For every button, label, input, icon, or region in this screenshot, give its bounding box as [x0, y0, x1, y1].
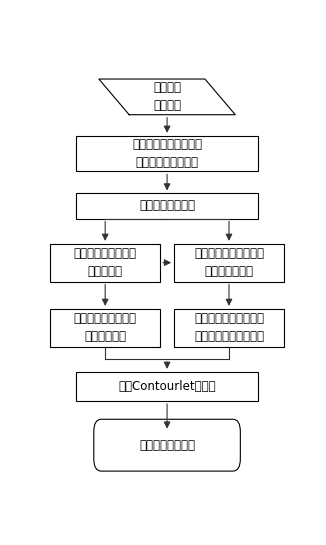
Bar: [174, 244, 284, 282]
Text: 进行拉普拉斯变换: 进行拉普拉斯变换: [139, 199, 195, 213]
Bar: [76, 136, 258, 171]
Polygon shape: [99, 79, 235, 114]
Text: 地震属性融合结果: 地震属性融合结果: [139, 439, 195, 452]
FancyBboxPatch shape: [94, 419, 240, 471]
Text: 读入地震
属性数据: 读入地震 属性数据: [153, 81, 181, 112]
Bar: [76, 372, 258, 401]
Text: 对各种属性数据进行坏
值剔除及归一化处理: 对各种属性数据进行坏 值剔除及归一化处理: [132, 138, 202, 169]
Bar: [174, 309, 284, 347]
Bar: [50, 309, 160, 347]
Text: 进行Contourlet反变换: 进行Contourlet反变换: [118, 380, 216, 393]
Bar: [76, 193, 258, 219]
Text: 最高层低频分量进行
系数平均融合: 最高层低频分量进行 系数平均融合: [74, 312, 137, 343]
Text: 低频分量迭代进行拉
普拉斯分解: 低频分量迭代进行拉 普拉斯分解: [74, 247, 137, 278]
Bar: [50, 244, 160, 282]
Text: 各尺度、各方向的高频
分量分别进行加权融合: 各尺度、各方向的高频 分量分别进行加权融合: [194, 312, 264, 343]
Text: 高频分量经方向滤波器
组进行方向分解: 高频分量经方向滤波器 组进行方向分解: [194, 247, 264, 278]
